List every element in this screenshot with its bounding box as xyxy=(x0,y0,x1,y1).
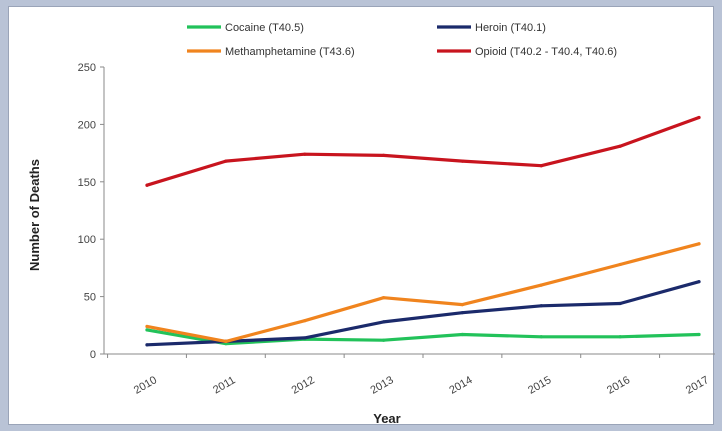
data-point xyxy=(224,339,228,343)
data-point xyxy=(460,303,465,307)
y-axis-title: Number of Deaths xyxy=(27,159,42,271)
data-point xyxy=(381,338,386,342)
data-point xyxy=(381,153,386,157)
x-tick-label: 2011 xyxy=(211,374,237,396)
axes: 0 50 100 150 200 250 2010 2011 2012 2013 2014 2015 2… xyxy=(78,62,715,397)
line-chart: Cocaine (T40.5) Heroin (T40.1) Methampheta… xyxy=(27,22,715,426)
chart-frame: Cocaine (T40.5) Heroin (T40.1) Methampheta… xyxy=(8,6,715,426)
series-line xyxy=(145,328,701,346)
data-point xyxy=(460,311,465,315)
x-tick-label: 2016 xyxy=(605,374,632,397)
legend-label: Methamphetamine (T43.6) xyxy=(225,46,355,58)
legend-label: Cocaine (T40.5) xyxy=(225,22,304,34)
legend-label: Heroin (T40.1) xyxy=(475,22,546,34)
data-point xyxy=(618,335,622,339)
legend-label: Opioid (T40.2 - T40.4, T40.6) xyxy=(475,46,617,58)
data-point xyxy=(618,144,622,148)
data-point xyxy=(697,332,701,337)
data-point xyxy=(697,242,701,246)
series-line xyxy=(145,280,701,347)
data-point xyxy=(618,301,622,306)
series-line xyxy=(145,115,701,187)
data-point xyxy=(460,332,465,337)
data-point xyxy=(539,164,543,168)
data-point xyxy=(697,115,701,120)
y-tick-label: 200 xyxy=(78,119,96,131)
data-point xyxy=(303,336,307,340)
data-point xyxy=(145,324,149,329)
y-tick-label: 150 xyxy=(78,177,96,189)
data-point xyxy=(381,320,386,324)
data-point xyxy=(224,159,228,163)
data-point xyxy=(145,343,149,347)
data-point xyxy=(303,152,307,156)
data-point xyxy=(618,262,622,267)
series-line xyxy=(145,242,701,343)
data-point xyxy=(539,304,543,308)
x-tick-label: 2013 xyxy=(368,374,395,397)
data-point xyxy=(145,183,149,187)
x-tick-label: 2015 xyxy=(526,374,553,397)
y-tick-label: 250 xyxy=(78,62,96,74)
x-tick-label: 2014 xyxy=(447,374,474,397)
data-point xyxy=(303,319,307,323)
data-point xyxy=(145,328,149,332)
x-tick-label: 2017 xyxy=(684,374,711,397)
y-tick-label: 100 xyxy=(78,234,96,246)
x-tick-label: 2012 xyxy=(290,374,317,397)
y-tick-label: 50 xyxy=(84,292,96,304)
data-point xyxy=(539,335,543,339)
legend: Cocaine (T40.5) Heroin (T40.1) Methampheta… xyxy=(187,22,617,58)
data-point xyxy=(539,283,543,287)
x-tick-label: 2010 xyxy=(132,374,159,397)
data-point xyxy=(460,159,465,163)
data-point xyxy=(381,296,386,300)
x-axis-title: Year xyxy=(373,411,400,426)
series-lines xyxy=(145,115,701,347)
y-tick-label: 0 xyxy=(90,349,96,361)
data-point xyxy=(697,280,701,284)
